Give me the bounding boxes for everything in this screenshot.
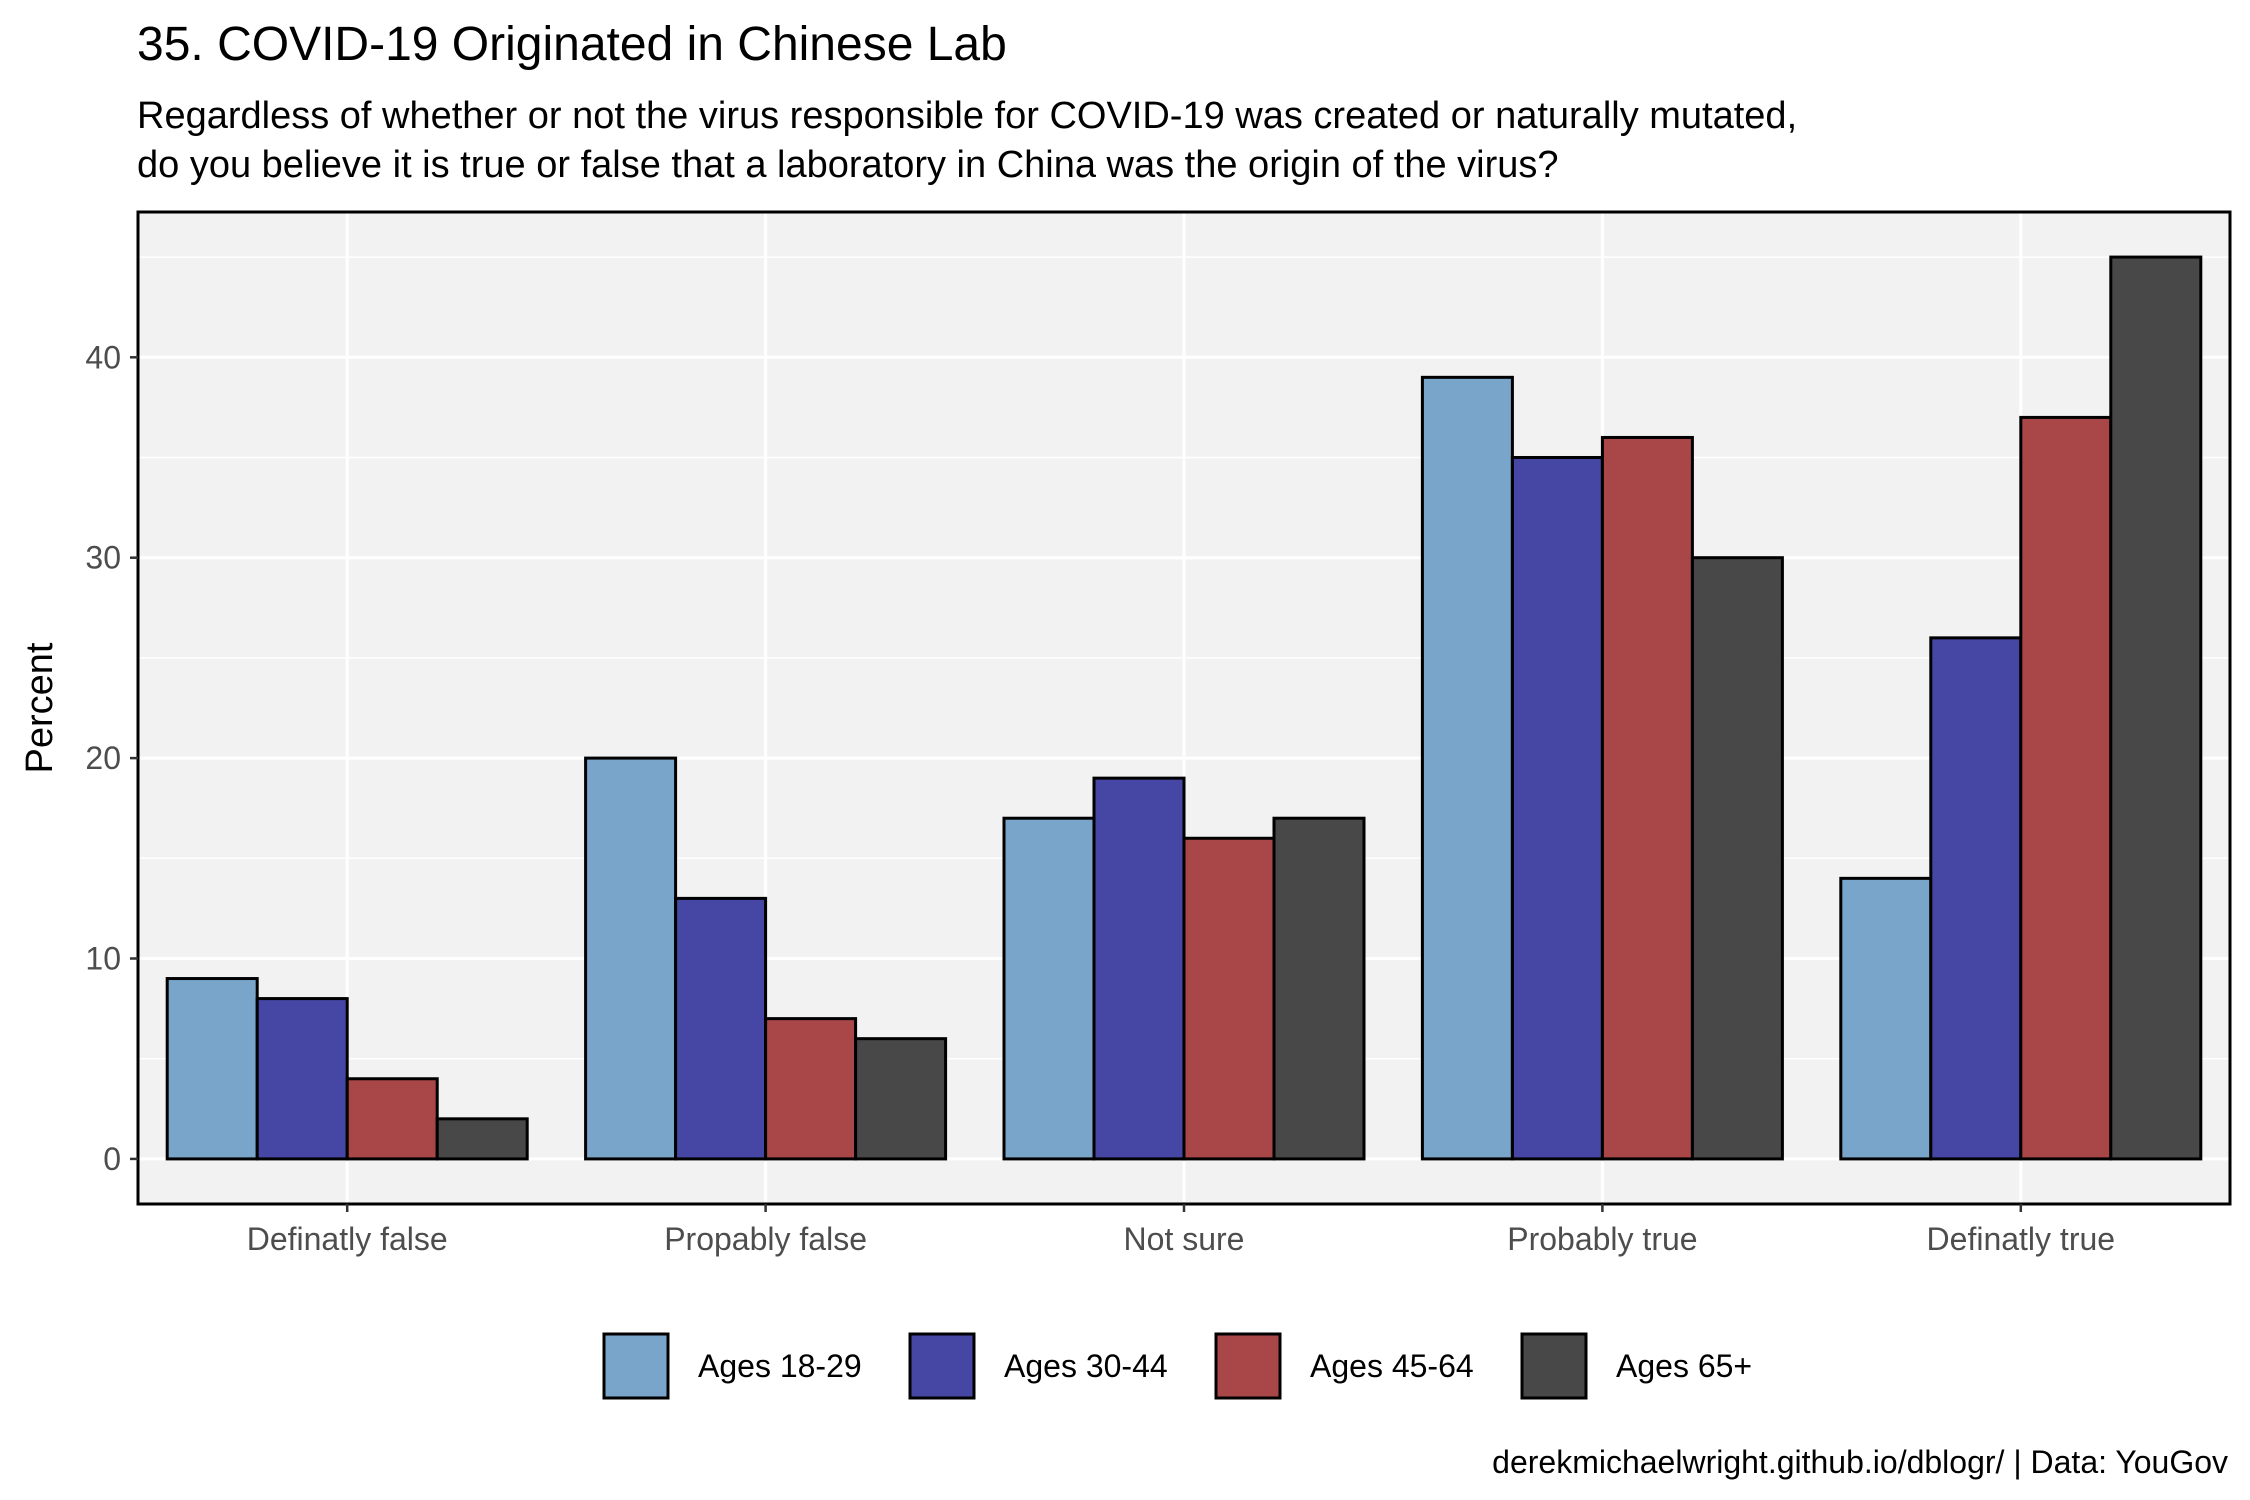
y-axis-title: Percent — [19, 642, 61, 773]
bar — [1690, 556, 1784, 1161]
bar — [345, 1077, 439, 1161]
bar — [165, 977, 259, 1161]
legend-key — [908, 1332, 976, 1400]
bar — [1092, 776, 1186, 1161]
bar — [584, 756, 678, 1161]
x-tick-label: Probably true — [1507, 1221, 1697, 1257]
x-tick-label: Not sure — [1124, 1221, 1245, 1257]
bars — [165, 255, 2203, 1161]
bar — [1002, 816, 1096, 1161]
bar — [2109, 255, 2203, 1161]
bar — [2019, 415, 2113, 1161]
bar — [674, 896, 768, 1161]
y-tick-label: 10 — [85, 941, 121, 977]
bar — [435, 1117, 529, 1161]
legend-label: Ages 18-29 — [698, 1348, 862, 1384]
bar — [1420, 375, 1514, 1161]
y-tick-label: 30 — [85, 540, 121, 576]
bar — [1182, 836, 1276, 1161]
bar — [1600, 435, 1694, 1161]
bar — [764, 1017, 858, 1161]
legend-key — [1520, 1332, 1588, 1400]
legend-label: Ages 45-64 — [1310, 1348, 1474, 1384]
x-tick-label: Definatly false — [247, 1221, 448, 1257]
axes: 0 10 20 30 40 Definatly false Propably false No… — [85, 339, 2115, 1257]
x-tick-label: Propably false — [664, 1221, 867, 1257]
legend: Ages 18-29 Ages 30-44 Ages 45-64 Ages 65+ — [602, 1332, 1752, 1400]
legend-label: Ages 30-44 — [1004, 1348, 1168, 1384]
bar — [1839, 876, 1933, 1161]
chart-subtitle-line-2: do you believe it is true or false that … — [137, 144, 1559, 186]
legend-label: Ages 65+ — [1616, 1348, 1752, 1384]
x-tick-label: Definatly true — [1927, 1221, 2116, 1257]
y-tick-label: 40 — [85, 339, 121, 375]
y-tick-label: 0 — [103, 1141, 121, 1177]
chart-subtitle-line-1: Regardless of whether or not the virus r… — [137, 95, 1797, 137]
legend-key — [602, 1332, 670, 1400]
bar — [255, 997, 349, 1161]
bar — [1929, 636, 2023, 1161]
chart-caption: derekmichaelwright.github.io/dblogr/ | D… — [1492, 1444, 2228, 1480]
chart-title: 35. COVID-19 Originated in Chinese Lab — [137, 18, 1007, 71]
bar — [1510, 455, 1604, 1161]
y-tick-label: 20 — [85, 740, 121, 776]
bar — [854, 1037, 948, 1161]
legend-key — [1214, 1332, 1282, 1400]
bar — [1272, 816, 1366, 1161]
